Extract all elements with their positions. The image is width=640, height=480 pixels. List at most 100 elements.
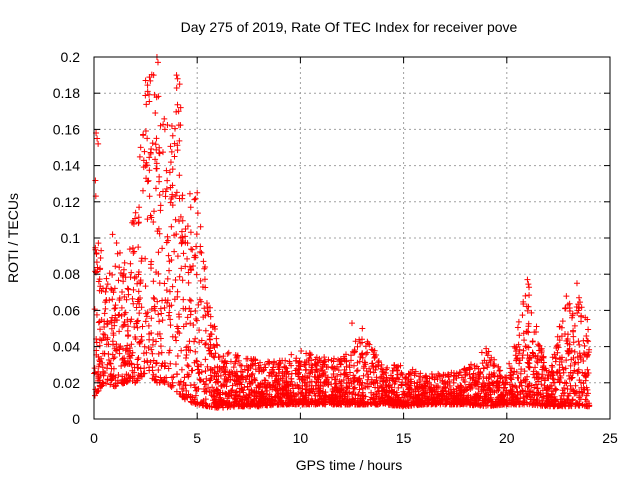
data-point xyxy=(330,388,337,395)
data-point xyxy=(582,377,589,384)
data-point xyxy=(480,365,487,372)
data-point xyxy=(108,376,115,383)
data-point xyxy=(246,373,253,380)
data-point xyxy=(169,283,176,290)
data-point xyxy=(100,285,107,292)
data-point xyxy=(144,135,151,142)
data-point xyxy=(191,196,198,203)
data-point xyxy=(199,283,206,290)
data-point xyxy=(134,317,141,324)
data-point xyxy=(311,373,318,380)
data-point xyxy=(507,365,514,372)
data-point xyxy=(132,215,139,222)
data-point xyxy=(566,390,573,397)
data-point xyxy=(142,318,149,325)
data-point xyxy=(187,229,194,236)
data-point xyxy=(486,371,493,378)
data-point xyxy=(176,330,183,337)
data-point xyxy=(169,132,176,139)
data-point xyxy=(121,259,128,266)
data-point xyxy=(136,310,143,317)
data-point xyxy=(141,148,148,155)
data-point xyxy=(169,166,176,173)
data-point xyxy=(152,185,159,192)
data-point xyxy=(320,383,327,390)
data-point xyxy=(169,379,176,386)
data-point xyxy=(495,363,502,370)
data-point xyxy=(507,372,514,379)
data-point xyxy=(538,348,545,355)
data-point xyxy=(531,329,538,336)
data-point xyxy=(390,395,397,402)
data-point xyxy=(533,389,540,396)
data-point xyxy=(206,347,213,354)
data-point xyxy=(140,131,147,138)
data-point xyxy=(423,378,430,385)
data-point xyxy=(414,399,421,406)
data-point xyxy=(341,357,348,364)
data-point xyxy=(213,399,220,406)
data-point xyxy=(192,348,199,355)
data-point xyxy=(252,356,259,363)
x-tick-label: 10 xyxy=(293,430,309,446)
data-point xyxy=(126,353,133,360)
data-point xyxy=(146,193,153,200)
data-point xyxy=(269,400,276,407)
data-point xyxy=(519,387,526,394)
data-point xyxy=(512,382,519,389)
data-point xyxy=(538,394,545,401)
data-point xyxy=(346,389,353,396)
data-point xyxy=(312,401,319,408)
data-point xyxy=(144,216,151,223)
data-point xyxy=(252,366,259,373)
data-point xyxy=(221,368,228,375)
data-point xyxy=(168,374,175,381)
data-point xyxy=(578,304,585,311)
data-point xyxy=(446,378,453,385)
data-point xyxy=(192,195,199,202)
data-point xyxy=(180,296,187,303)
data-point xyxy=(436,372,443,379)
data-point xyxy=(288,351,295,358)
data-point xyxy=(202,327,209,334)
data-point xyxy=(389,367,396,374)
data-point xyxy=(186,190,193,197)
data-point xyxy=(202,341,209,348)
data-point xyxy=(220,363,227,370)
data-point xyxy=(109,286,116,293)
data-point xyxy=(98,355,105,362)
data-point xyxy=(567,362,574,369)
data-point xyxy=(202,356,209,363)
data-point xyxy=(493,379,500,386)
data-point xyxy=(159,245,166,252)
data-point xyxy=(141,358,148,365)
data-point xyxy=(259,380,266,387)
data-point xyxy=(135,271,142,278)
data-point xyxy=(571,322,578,329)
data-point xyxy=(493,396,500,403)
data-point xyxy=(556,370,563,377)
data-point xyxy=(99,359,106,366)
data-point xyxy=(160,121,167,128)
data-point xyxy=(354,367,361,374)
data-point xyxy=(96,342,103,349)
data-point xyxy=(526,364,533,371)
data-point xyxy=(213,335,220,342)
data-point xyxy=(307,369,314,376)
data-point xyxy=(152,307,159,314)
data-point xyxy=(178,228,185,235)
data-point xyxy=(450,376,457,383)
data-point xyxy=(169,182,176,189)
data-point xyxy=(151,296,158,303)
data-point xyxy=(572,359,579,366)
data-point xyxy=(251,396,258,403)
data-point xyxy=(356,386,363,393)
data-point xyxy=(125,291,132,298)
data-point xyxy=(546,368,553,375)
data-point xyxy=(112,263,119,270)
data-point xyxy=(167,159,174,166)
data-point xyxy=(154,59,161,66)
data-point xyxy=(389,374,396,381)
data-point xyxy=(332,380,339,387)
data-point xyxy=(172,277,179,284)
